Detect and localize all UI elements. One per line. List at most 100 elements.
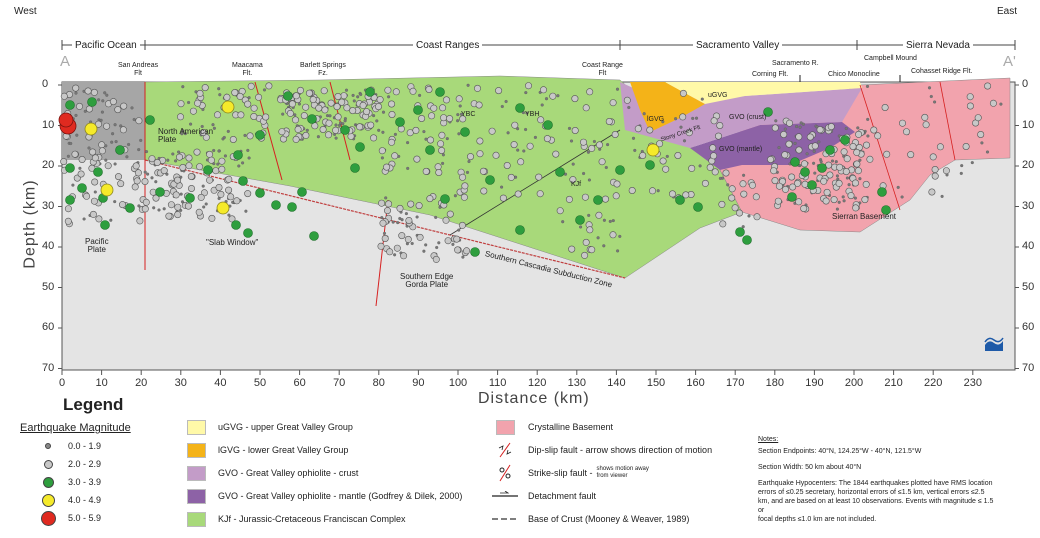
earthquake-hypocenter: [71, 183, 75, 187]
earthquake-hypocenter: [524, 82, 532, 90]
earthquake-hypocenter: [60, 92, 68, 100]
earthquake-hypocenter: [719, 220, 727, 228]
san-andreas-fault-label: San Andreas Flt: [118, 62, 159, 77]
earthquake-hypocenter: [309, 96, 317, 104]
earthquake-hypocenter: [835, 207, 839, 211]
earthquake-hypocenter: [928, 188, 936, 196]
magnitude-dot-icon: [36, 493, 60, 507]
earthquake-hypocenter: [343, 117, 347, 121]
dip-slip-fault-icon: [490, 442, 520, 458]
earthquake-hypocenter: [177, 100, 185, 108]
earthquake-hypocenter: [830, 159, 835, 163]
basement-swatch-icon: [490, 419, 520, 435]
magnitude-legend-row: 3.0 - 3.9: [36, 475, 101, 489]
section-end-marker: A': [1003, 53, 1016, 70]
earthquake-hypocenter: [398, 232, 406, 240]
earthquake-hypocenter: [694, 116, 699, 120]
earthquake-hypocenter: [388, 100, 396, 108]
earthquake-hypocenter: [101, 99, 105, 103]
earthquake-hypocenter: [204, 202, 208, 206]
earthquake-hypocenter: [89, 210, 97, 218]
magnitude-legend-row: 2.0 - 2.9: [36, 457, 101, 471]
earthquake-hypocenter: [788, 173, 796, 181]
earthquake-hypocenter: [522, 149, 526, 153]
x-tick-label: 30: [174, 377, 187, 389]
earthquake-hypocenter: [212, 148, 216, 153]
earthquake-hypocenter: [461, 255, 465, 259]
earthquake-hypocenter: [631, 136, 636, 140]
earthquake-hypocenter: [463, 247, 471, 255]
earthquake-hypocenter: [835, 179, 843, 187]
earthquake-hypocenter: [375, 119, 379, 123]
earthquake-hypocenter: [840, 148, 848, 156]
x-tick-label: 120: [528, 377, 547, 389]
earthquake-hypocenter: [372, 114, 376, 118]
earthquake-hypocenter: [698, 164, 702, 168]
earthquake-hypocenter: [64, 205, 72, 213]
earthquake-hypocenter: [691, 116, 695, 120]
earthquake-hypocenter: [731, 204, 739, 212]
earthquake-hypocenter: [320, 87, 328, 95]
earthquake-hypocenter: [561, 220, 565, 224]
slab-window-label: "Slab Window": [206, 238, 259, 247]
y-tick-label: 20: [1022, 159, 1035, 171]
earthquake-hypocenter: [537, 116, 545, 124]
earthquake-hypocenter: [177, 150, 181, 154]
earthquake-hypocenter: [552, 150, 560, 158]
earthquake-hypocenter: [571, 127, 579, 135]
unit-color-swatch: [187, 442, 206, 458]
section-start-marker: A: [60, 53, 71, 70]
earthquake-hypocenter: [351, 93, 355, 97]
earthquake-hypocenter: [466, 153, 474, 161]
earthquake-hypocenter: [379, 219, 387, 227]
earthquake-hypocenter: [200, 124, 204, 129]
earthquake-hypocenter: [819, 160, 823, 164]
earthquake-hypocenter: [500, 185, 504, 189]
earthquake-hypocenter: [517, 158, 525, 166]
earthquake-hypocenter: [929, 94, 933, 99]
earthquake-hypocenter: [896, 185, 900, 189]
earthquake-hypocenter: [202, 205, 206, 209]
earthquake-hypocenter: [960, 164, 964, 168]
earthquake-hypocenter: [439, 104, 447, 112]
earthquake-hypocenter: [774, 197, 782, 205]
earthquake-hypocenter: [866, 155, 874, 163]
earthquake-hypocenter: [853, 196, 857, 200]
earthquake-hypocenter: [100, 110, 104, 114]
earthquake-hypocenter: [109, 218, 113, 222]
x-tick-label: 110: [488, 377, 507, 389]
earthquake-hypocenter: [188, 185, 196, 193]
base-of-crust-icon: [490, 512, 520, 526]
earthquake-hypocenter: [160, 167, 168, 175]
gvo-crust-area: [620, 82, 862, 148]
earthquake-hypocenter: [376, 96, 384, 104]
earthquake-hypocenter: [588, 246, 596, 254]
unit-color-swatch: [187, 465, 206, 481]
earthquake-hypocenter: [587, 213, 591, 217]
earthquake-hypocenter: [216, 162, 220, 166]
earthquake-hypocenter: [383, 207, 391, 215]
earthquake-hypocenter: [605, 118, 613, 126]
region-coast-ranges: Coast Ranges: [413, 40, 483, 51]
earthquake-hypocenter: [503, 162, 511, 170]
earthquake-hypocenter: [974, 114, 982, 122]
earthquake-hypocenter: [441, 161, 445, 165]
earthquake-hypocenter: [166, 158, 170, 162]
earthquake-hypocenter: [103, 122, 111, 130]
earthquake-hypocenter: [595, 211, 603, 219]
earthquake-hypocenter: [524, 127, 528, 132]
earthquake-hypocenter: [410, 241, 414, 246]
earthquake-hypocenter: [985, 150, 990, 154]
earthquake-hypocenter: [789, 183, 797, 191]
x-tick-label: 230: [963, 377, 982, 389]
earthquake-hypocenter: [98, 141, 106, 149]
earthquake-hypocenter: [710, 152, 718, 160]
earthquake-hypocenter: [847, 183, 851, 187]
earthquake-hypocenter: [152, 194, 160, 202]
earthquake-hypocenter: [428, 112, 436, 120]
earthquake-hypocenter: [539, 86, 547, 94]
earthquake-hypocenter: [549, 92, 557, 100]
earthquake-hypocenter: [845, 176, 849, 180]
earthquake-hypocenter: [628, 187, 636, 195]
unit-legend-row: uGVG - upper Great Valley Group: [187, 419, 353, 435]
